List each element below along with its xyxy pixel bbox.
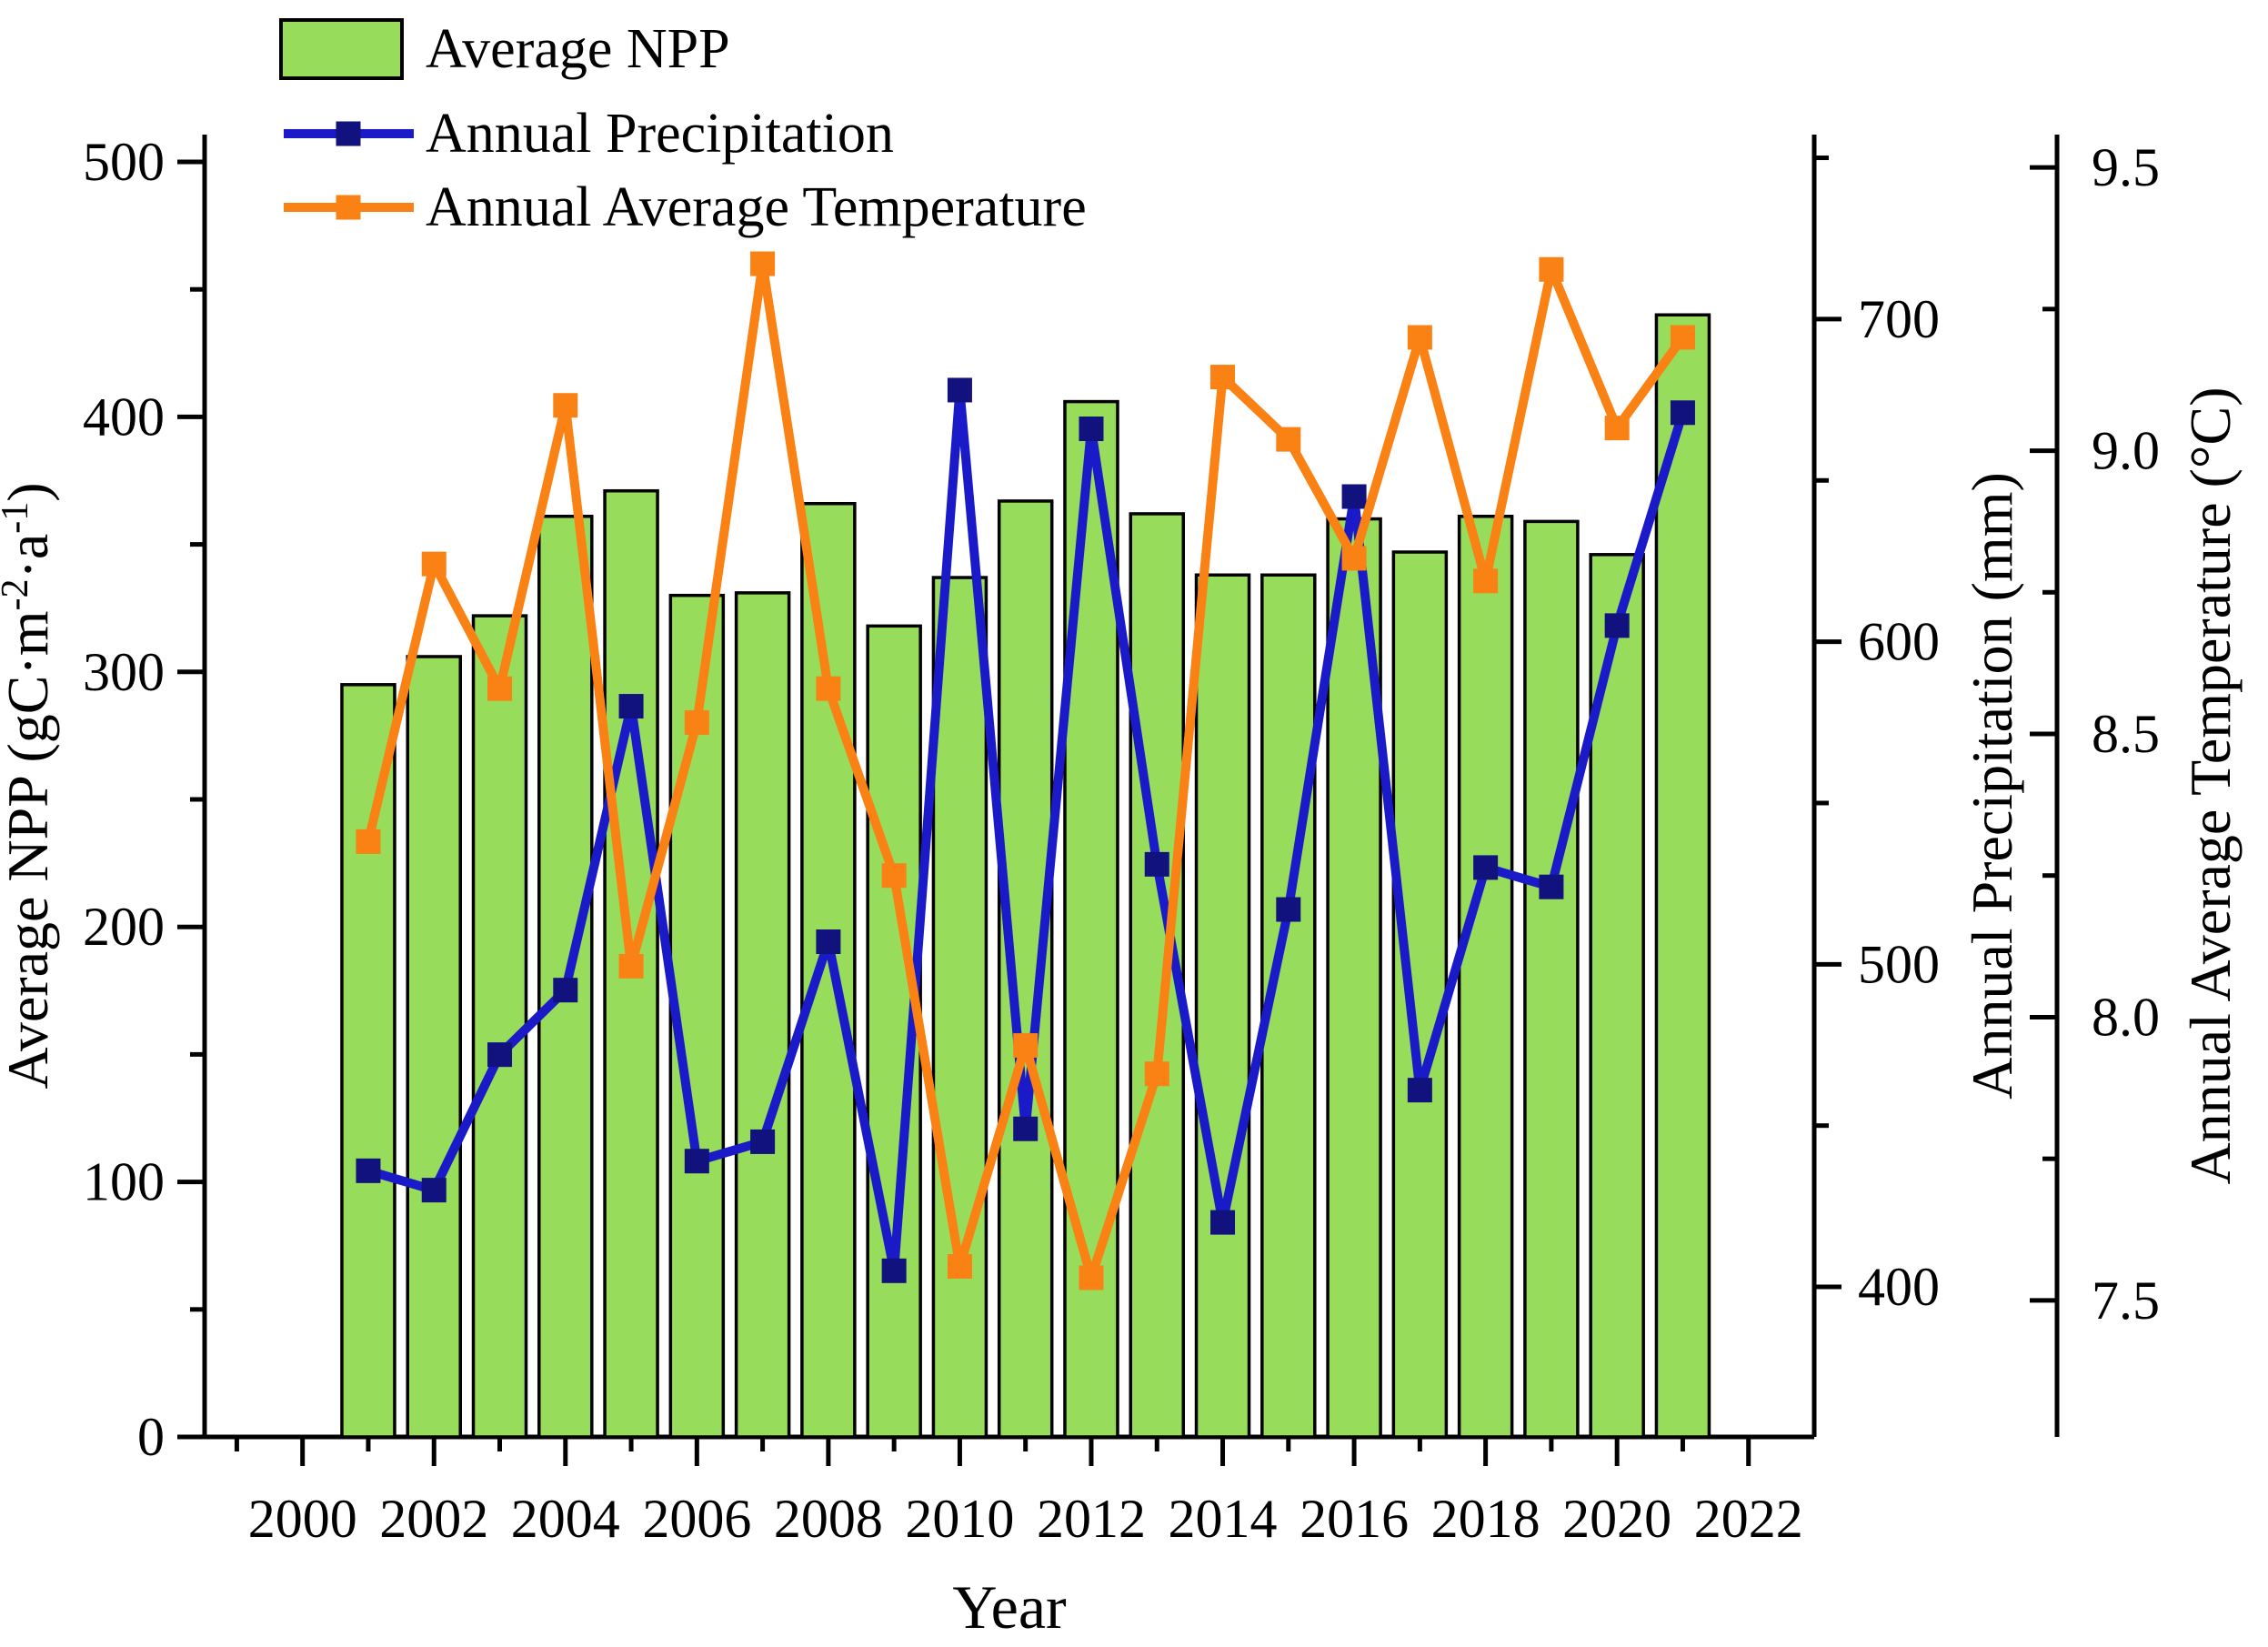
- temp-marker-2011: [1013, 1033, 1039, 1059]
- temp-marker-2021: [1670, 325, 1695, 350]
- precip-marker-2003: [487, 1042, 513, 1068]
- precip-marker-2018: [1473, 855, 1499, 880]
- precip-marker-2004: [553, 978, 578, 1003]
- x-tick-label-2000: 2000: [248, 1489, 357, 1549]
- npp-bar-2018: [1457, 515, 1514, 1439]
- temp-marker-2015: [1276, 427, 1301, 452]
- npp-bars: [340, 313, 1711, 1439]
- temp-marker-2012: [1079, 1265, 1104, 1290]
- precip-marker-2006: [684, 1149, 709, 1174]
- precip-tick-label-700: 700: [1858, 289, 1940, 349]
- precip-marker-2009: [881, 1258, 907, 1283]
- temp-series: [356, 251, 1695, 1290]
- x-tick-label-2012: 2012: [1037, 1489, 1146, 1549]
- legend-marker-temp: [336, 195, 361, 220]
- legend-label-1: Annual Precipitation: [426, 103, 894, 165]
- npp-tick-label-400: 400: [83, 387, 165, 447]
- x-tick-label-2014: 2014: [1169, 1489, 1278, 1549]
- npp-bar-2002: [406, 655, 462, 1439]
- npp-tick-label-300: 300: [83, 642, 165, 702]
- x-axis-title: Year: [952, 1572, 1067, 1642]
- precip-marker-2015: [1276, 897, 1301, 922]
- x-tick-label-2006: 2006: [642, 1489, 751, 1549]
- temp-marker-2005: [618, 953, 644, 979]
- temp-marker-2019: [1539, 256, 1564, 282]
- x-tick-label-2004: 2004: [511, 1489, 620, 1549]
- temp-marker-2003: [487, 676, 513, 701]
- precip-marker-2019: [1539, 874, 1564, 899]
- npp-tick-label-500: 500: [83, 132, 165, 192]
- precip-marker-2021: [1670, 400, 1695, 426]
- temp-marker-2001: [356, 829, 381, 854]
- npp-bar-2008: [800, 501, 857, 1439]
- npp-bar-2014: [1194, 573, 1251, 1439]
- temp-tick-label-8.5: 8.5: [2092, 704, 2160, 764]
- legend-marker-precip: [336, 121, 361, 146]
- temp-tick-label-9.0: 9.0: [2092, 421, 2160, 481]
- legend: Average NPP Annual Precipitation Annual Av…: [279, 18, 1087, 238]
- temp-tick-label-7.5: 7.5: [2092, 1270, 2160, 1331]
- temp-marker-2006: [684, 710, 709, 736]
- temp-marker-2002: [421, 551, 447, 577]
- x-tick-label-2002: 2002: [379, 1489, 488, 1549]
- npp-bar-2019: [1523, 519, 1580, 1439]
- precip-marker-2016: [1341, 484, 1367, 509]
- precip-axis-title: Annual Precipitation (mm): [1960, 472, 2024, 1100]
- temp-marker-2009: [881, 863, 907, 889]
- precip-marker-2010: [947, 377, 972, 403]
- precip-tick-label-600: 600: [1858, 612, 1940, 672]
- temp-marker-2010: [947, 1254, 972, 1280]
- temp-tick-label-8.0: 8.0: [2092, 987, 2160, 1047]
- npp-bar-2001: [340, 683, 396, 1439]
- temp-tick-label-9.5: 9.5: [2092, 137, 2160, 197]
- precip-marker-2020: [1604, 613, 1630, 638]
- npp-axis-title: Average NPP (gC·m-2·a-1): [0, 482, 60, 1089]
- temp-marker-2016: [1341, 546, 1367, 571]
- npp-tick-label-200: 200: [83, 897, 165, 957]
- npp-bar-2010: [931, 576, 988, 1439]
- precip-series: [356, 377, 1695, 1283]
- precip-marker-2013: [1144, 851, 1169, 877]
- temp-marker-2008: [816, 676, 841, 701]
- temp-marker-2007: [750, 251, 776, 276]
- x-tick-label-2008: 2008: [774, 1489, 883, 1549]
- x-tick-label-2020: 2020: [1562, 1489, 1671, 1549]
- temp-marker-2014: [1210, 365, 1236, 390]
- precip-tick-label-400: 400: [1858, 1257, 1940, 1317]
- precip-marker-2014: [1210, 1210, 1236, 1235]
- legend-swatch-npp: [279, 18, 404, 80]
- temp-marker-2017: [1407, 325, 1432, 350]
- precip-marker-2012: [1079, 417, 1104, 442]
- x-tick-label-2016: 2016: [1300, 1489, 1409, 1549]
- temp-axis-title: Annual Average Temperature (°C): [2178, 387, 2243, 1184]
- x-tick-label-2018: 2018: [1431, 1489, 1540, 1549]
- npp-bar-2003: [471, 614, 528, 1439]
- temp-marker-2013: [1144, 1061, 1169, 1087]
- npp-tick-label-100: 100: [83, 1152, 165, 1212]
- x-tick-label-2022: 2022: [1694, 1489, 1803, 1549]
- precip-marker-2005: [618, 694, 644, 719]
- temp-marker-2020: [1604, 416, 1630, 441]
- precip-marker-2011: [1013, 1116, 1039, 1141]
- temp-marker-2018: [1473, 568, 1499, 594]
- precip-marker-2001: [356, 1158, 381, 1183]
- legend-label-0: Average NPP: [426, 18, 730, 80]
- temp-marker-2004: [553, 393, 578, 418]
- npp-bar-2007: [734, 591, 791, 1439]
- precip-marker-2008: [816, 929, 841, 955]
- precip-marker-2002: [421, 1178, 447, 1203]
- x-tick-label-2010: 2010: [905, 1489, 1014, 1549]
- precip-marker-2017: [1407, 1078, 1432, 1103]
- legend-label-2: Annual Average Temperature: [426, 176, 1087, 238]
- npp-bar-2017: [1391, 550, 1449, 1439]
- npp-tick-label-0: 0: [137, 1407, 165, 1467]
- precip-tick-label-500: 500: [1858, 934, 1940, 994]
- npp-bar-2021: [1654, 313, 1711, 1439]
- precip-marker-2007: [750, 1129, 776, 1154]
